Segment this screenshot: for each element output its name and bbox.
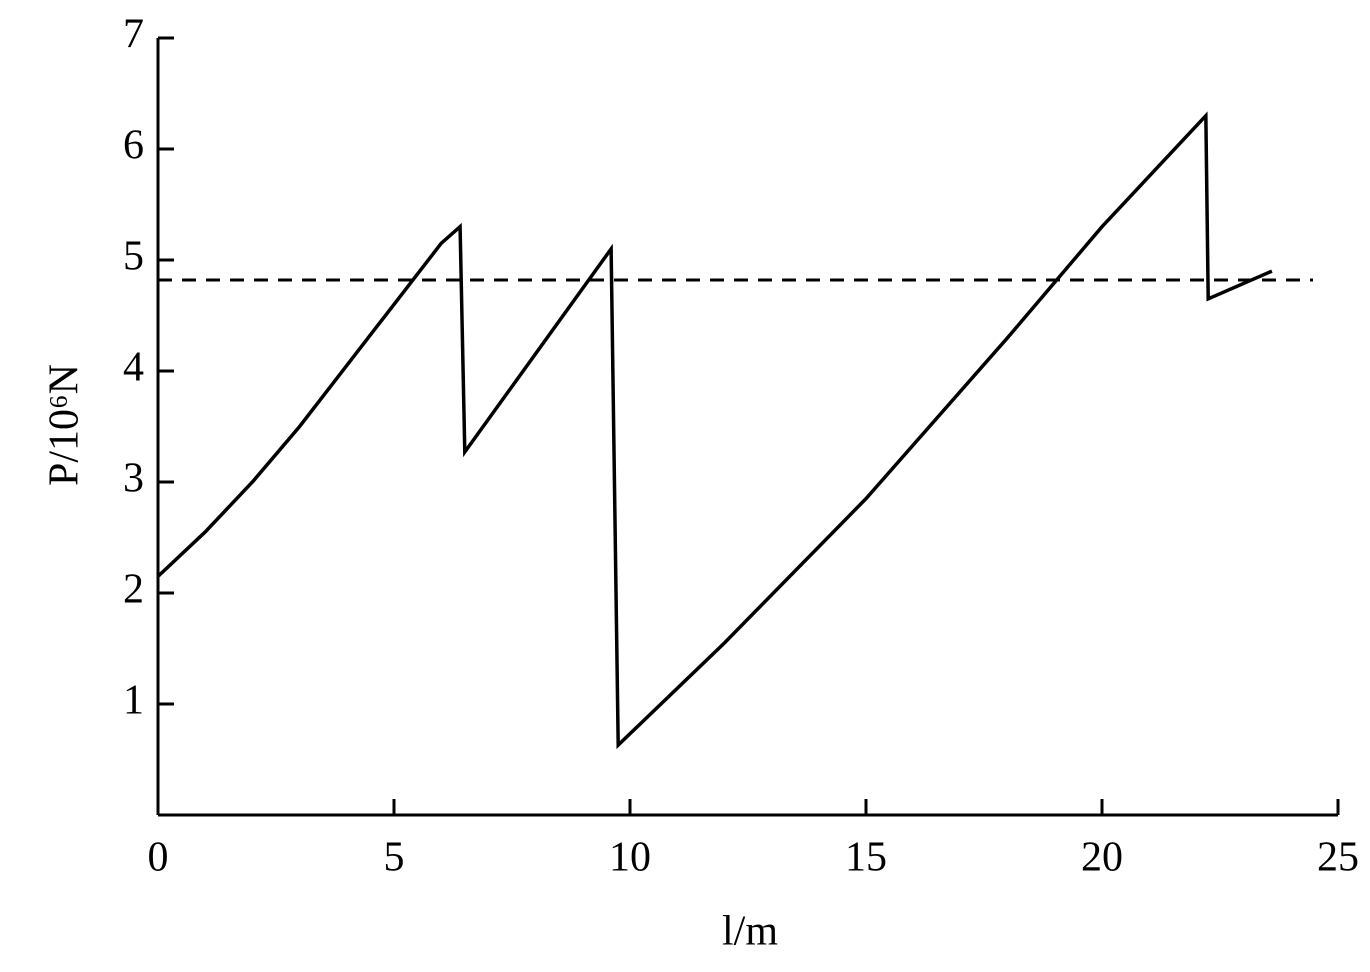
y-tick-label: 2 xyxy=(123,567,144,613)
y-tick-label: 4 xyxy=(123,345,144,391)
y-tick-label: 1 xyxy=(123,678,144,724)
y-tick-label: 6 xyxy=(123,123,144,169)
y-axis-label: P/10⁶N xyxy=(42,364,88,486)
x-tick-label: 25 xyxy=(1317,835,1359,881)
x-axis-label: l/m xyxy=(722,909,778,955)
x-tick-label: 20 xyxy=(1081,835,1123,881)
x-tick-label: 10 xyxy=(609,835,651,881)
x-tick-label: 5 xyxy=(384,835,405,881)
x-tick-label: 0 xyxy=(148,835,169,881)
y-tick-label: 3 xyxy=(123,456,144,502)
y-tick-label: 7 xyxy=(123,12,144,58)
y-tick-label: 5 xyxy=(123,234,144,280)
x-tick-label: 15 xyxy=(845,835,887,881)
data-line xyxy=(156,111,1273,750)
